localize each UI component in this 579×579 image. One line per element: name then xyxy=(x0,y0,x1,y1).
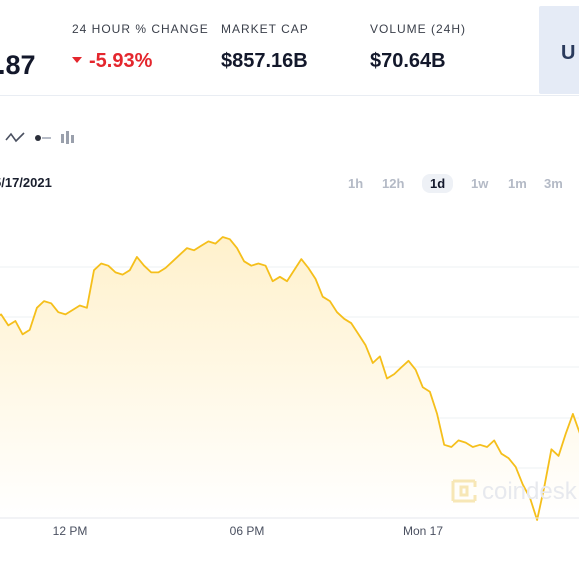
watermark-text: coindesk xyxy=(482,478,577,505)
stat-24h-change: 24 HOUR % CHANGE -5.93% xyxy=(72,22,209,73)
stat-market-cap: MARKET CAP $857.16B xyxy=(221,22,309,73)
stat-value: $70.64B xyxy=(370,50,446,72)
price-chart-svg: 12 PM 06 PM Mon 17 xyxy=(0,236,579,538)
x-tick-label: 12 PM xyxy=(53,524,88,538)
stat-value: -5.93% xyxy=(72,50,209,73)
x-tick-label: 06 PM xyxy=(230,524,265,538)
cta-label: U xyxy=(561,42,576,64)
range-1d[interactable]: 1d xyxy=(422,174,454,193)
price-line xyxy=(0,236,579,521)
stats-bar: .87 24 HOUR % CHANGE -5.93% MARKET CAP $… xyxy=(0,0,579,96)
line-chart-icon[interactable] xyxy=(4,130,26,146)
range-1w[interactable]: 1w xyxy=(471,176,489,191)
stat-volume: VOLUME (24H) $70.64B xyxy=(370,22,466,73)
dot-slider-icon[interactable] xyxy=(33,130,53,146)
coindesk-logo-icon xyxy=(451,479,477,503)
stat-label: MARKET CAP xyxy=(221,22,309,36)
price-value: .87 xyxy=(0,50,36,80)
range-1h[interactable]: 1h xyxy=(348,176,364,191)
range-12h[interactable]: 12h xyxy=(382,176,405,191)
chart-type-toolbar xyxy=(0,126,120,150)
stat-value: $857.16B xyxy=(221,50,308,72)
caret-down-icon xyxy=(72,56,82,63)
chart-area-fill xyxy=(0,237,579,518)
cta-button[interactable]: U xyxy=(539,6,579,94)
range-1m[interactable]: 1m xyxy=(508,176,527,191)
stat-label: 24 HOUR % CHANGE xyxy=(72,22,209,36)
price-chart[interactable]: 12 PM 06 PM Mon 17 xyxy=(0,210,579,550)
chart-date: 5/17/2021 xyxy=(0,175,52,190)
range-3m[interactable]: 3m xyxy=(544,176,563,191)
stat-label: VOLUME (24H) xyxy=(370,22,467,36)
x-tick-label: Mon 17 xyxy=(403,524,443,538)
candlestick-icon[interactable] xyxy=(59,130,77,146)
